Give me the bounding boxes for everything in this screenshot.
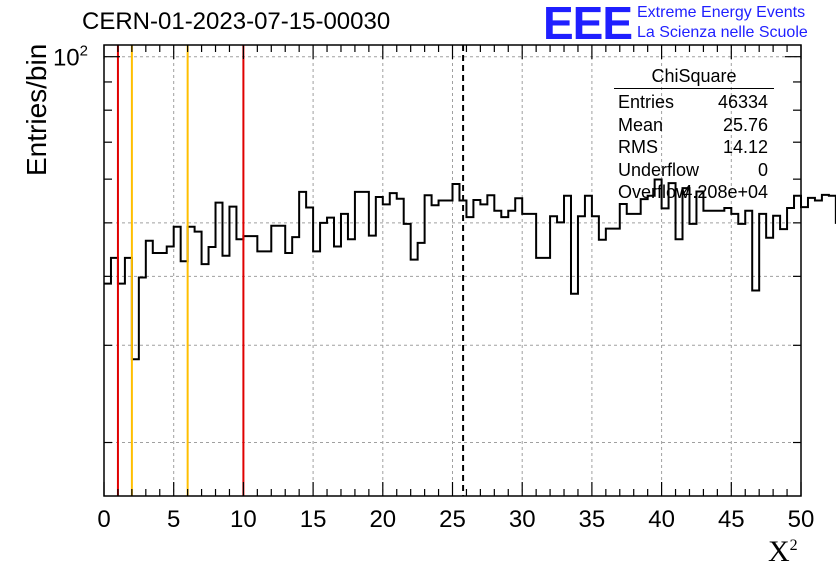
- stats-value: 4.208e+04: [682, 182, 768, 202]
- y-tick-label: 102: [53, 43, 88, 72]
- x-tick-label: 20: [369, 506, 396, 533]
- y-axis-label: Entries/bin: [21, 43, 52, 176]
- stats-row-underflow: Underflow 0: [612, 160, 780, 183]
- logo-caption-line2: La Scienza nelle Scuole: [637, 24, 808, 41]
- x-tick-label: 45: [718, 506, 745, 533]
- stats-name: Overflow: [618, 182, 690, 202]
- x-tick-label: 0: [97, 506, 110, 533]
- x-tick-label: 15: [300, 506, 327, 533]
- stats-box: ChiSquare Entries 46334 Mean 25.76 RMS 1…: [612, 66, 780, 205]
- x-tick-label: 10: [230, 506, 257, 533]
- x-tick-label: 25: [439, 506, 466, 533]
- logo-caption: Extreme Energy Events La Scienza nelle S…: [637, 3, 808, 43]
- histogram-series: [104, 178, 836, 361]
- x-tick-label: 50: [788, 506, 815, 533]
- stats-value: 25.76: [722, 114, 768, 135]
- stats-row-mean: Mean 25.76: [612, 115, 780, 138]
- x-tick-label: 5: [167, 506, 180, 533]
- stats-name: RMS: [618, 137, 658, 157]
- stats-title: ChiSquare: [614, 66, 774, 89]
- stats-name: Entries: [618, 92, 675, 112]
- logo-caption-line1: Extreme Energy Events: [637, 4, 806, 21]
- x-tick-label: 40: [648, 506, 675, 533]
- x-axis-label: X2: [768, 535, 798, 569]
- x-tick-label: 35: [579, 506, 606, 533]
- plot-title: CERN-01-2023-07-15-00030: [82, 8, 391, 35]
- stats-name: Underflow: [618, 159, 700, 180]
- stats-value: 46334: [717, 92, 768, 112]
- x-axis-label-sup: 2: [789, 537, 798, 554]
- stats-value: 14.12: [722, 137, 768, 157]
- stats-value: 0: [757, 159, 768, 180]
- stats-row-overflow: Overflow 4.208e+04: [612, 182, 780, 205]
- stats-row-rms: RMS 14.12: [612, 137, 780, 160]
- stats-row-entries: Entries 46334: [612, 92, 780, 115]
- eee-logo: EEE: [543, 0, 633, 49]
- x-tick-label: 30: [509, 506, 536, 533]
- x-axis-label-main: X: [768, 535, 790, 568]
- stats-name: Mean: [618, 114, 664, 135]
